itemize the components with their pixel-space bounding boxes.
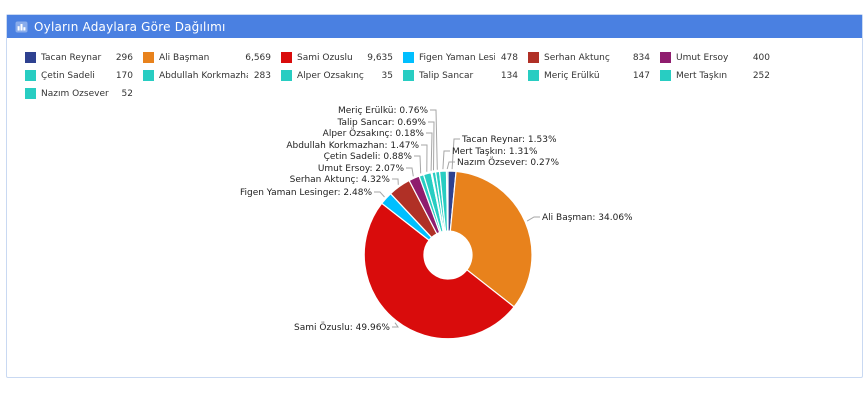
slice-callout-label: Tacan Reynar: 1.53% [461, 135, 557, 145]
callout-line [414, 155, 422, 174]
legend-label: Meriç Erülkü [544, 70, 600, 81]
slice-callout-label: Mert Taşkın: 1.31% [452, 147, 538, 157]
legend-color-swatch [528, 52, 539, 63]
legend-item[interactable]: Alper Özsakınç 35 [281, 70, 403, 81]
callout-line [526, 216, 540, 222]
legend-label: Abdullah Korkmazhan [159, 70, 248, 81]
slice-callout-label: Çetin Sadeli: 0.88% [324, 152, 413, 162]
callout-line [392, 178, 399, 185]
callout-line [406, 167, 414, 177]
legend-color-swatch [25, 52, 36, 63]
legend-color-swatch [281, 52, 292, 63]
legend-item[interactable]: Nazım Özsever 52 [25, 88, 143, 99]
panel-title: Oyların Adaylara Göre Dağılımı [34, 19, 226, 34]
slice-callout-label: Sami Özuslu: 49.96% [294, 322, 390, 333]
legend-item[interactable]: Talip Sancar 134 [403, 70, 528, 81]
legend-value: 478 [500, 52, 518, 63]
legend-label: Sami Özuslu [297, 52, 353, 63]
slice-callout-label: Umut Ersoy: 2.07% [318, 164, 405, 174]
legend-value: 834 [632, 52, 650, 63]
legend-value: 283 [253, 70, 271, 81]
legend-color-swatch [25, 70, 36, 81]
legend-value: 9,635 [367, 52, 393, 63]
slice-callout-label: Ali Başman: 34.06% [542, 213, 633, 223]
legend-item[interactable]: Serhan Aktunç 834 [528, 52, 660, 63]
legend-value: 296 [115, 52, 133, 63]
pie-slice[interactable] [449, 170, 533, 308]
legend-item[interactable]: Mert Taşkın 252 [660, 70, 780, 81]
legend-color-swatch [528, 70, 539, 81]
legend-label: Alper Özsakınç [297, 70, 364, 81]
pie-slice[interactable] [445, 170, 449, 232]
legend-color-swatch [143, 70, 154, 81]
legend-item[interactable]: Sami Özuslu 9,635 [281, 52, 403, 63]
bar-chart-icon [15, 21, 28, 33]
legend-color-swatch [281, 70, 292, 81]
callout-line [421, 144, 428, 172]
chart-legend: Tacan Reynar 296 Ali Başman 6,569 Sami Özusl… [25, 52, 780, 99]
legend-label: Tacan Reynar [41, 52, 102, 63]
legend-label: Mert Taşkın [676, 70, 728, 81]
legend-value: 6,569 [245, 52, 271, 63]
legend-color-swatch [25, 88, 36, 99]
legend-label: Ali Başman [159, 52, 210, 63]
slice-callout-label: Alper Özsakınç: 0.18% [323, 128, 425, 139]
legend-color-swatch [143, 52, 154, 63]
callout-line [374, 191, 385, 198]
legend-color-swatch [403, 52, 414, 63]
pie-slice[interactable] [363, 202, 515, 340]
slice-callout-label: Talip Sancar: 0.69% [336, 118, 426, 128]
legend-value: 35 [381, 70, 393, 81]
panel-header: Oyların Adaylara Göre Dağılımı [7, 15, 862, 38]
callout-line [392, 322, 399, 328]
slice-callout-label: Abdullah Korkmazhan: 1.47% [286, 141, 419, 151]
callout-line [442, 150, 450, 170]
callout-line [426, 132, 433, 171]
slice-callout-label: Meriç Erülkü: 0.76% [338, 106, 428, 116]
legend-value: 170 [115, 70, 133, 81]
legend-item[interactable]: Meriç Erülkü 147 [528, 70, 660, 81]
legend-color-swatch [403, 70, 414, 81]
legend-label: Çetin Sadeli [41, 70, 95, 81]
callout-line [446, 161, 455, 170]
legend-value: 147 [632, 70, 650, 81]
callout-line [428, 121, 435, 171]
legend-label: Talip Sancar [419, 70, 474, 81]
legend-label: Umut Ersoy [676, 52, 729, 63]
legend-color-swatch [660, 52, 671, 63]
callout-line [451, 138, 460, 170]
slice-callout-label: Figen Yaman Lesinger: 2.48% [240, 188, 372, 198]
legend-item[interactable]: Çetin Sadeli 170 [25, 70, 143, 81]
legend-item[interactable]: Figen Yaman Lesinger 478 [403, 52, 528, 63]
legend-value: 134 [500, 70, 518, 81]
legend-item[interactable]: Umut Ersoy 400 [660, 52, 780, 63]
callout-line [430, 109, 438, 170]
legend-item[interactable]: Abdullah Korkmazhan 283 [143, 70, 281, 81]
legend-color-swatch [660, 70, 671, 81]
slice-callout-label: Nazım Özsever: 0.27% [457, 157, 559, 168]
legend-item[interactable]: Ali Başman 6,569 [143, 52, 281, 63]
legend-label: Serhan Aktunç [544, 52, 610, 63]
slice-callout-label: Serhan Aktunç: 4.32% [290, 175, 391, 185]
legend-item[interactable]: Tacan Reynar 296 [25, 52, 143, 63]
legend-value: 400 [752, 52, 770, 63]
legend-value: 52 [121, 88, 133, 99]
legend-value: 252 [752, 70, 770, 81]
legend-label: Nazım Özsever [41, 88, 109, 99]
legend-label: Figen Yaman Lesinger [419, 52, 495, 63]
